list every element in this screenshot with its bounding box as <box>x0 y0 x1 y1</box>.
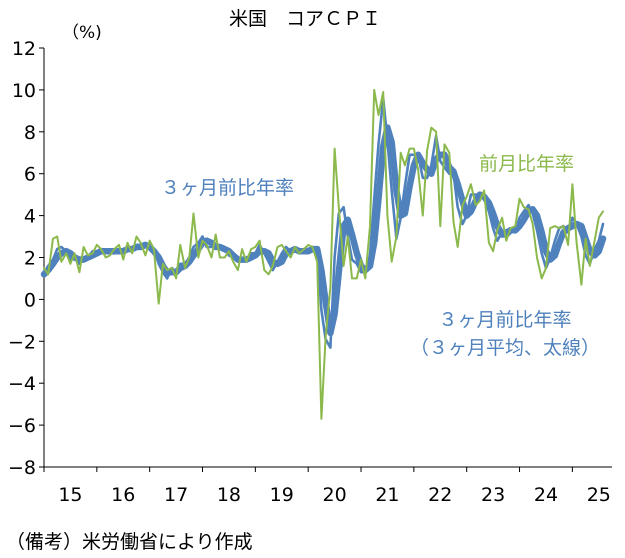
y-tick-label: −4 <box>8 373 36 395</box>
x-tick-label: 20 <box>323 484 347 506</box>
y-tick-label: 4 <box>24 206 36 228</box>
chart-title: 米国 コアＣＰＩ <box>229 8 381 30</box>
y-tick-label: −6 <box>8 415 36 437</box>
x-tick-label: 15 <box>58 484 82 506</box>
source-note: （備考）米労働省により作成 <box>6 531 253 553</box>
series-layer <box>40 88 607 420</box>
x-tick-label: 22 <box>428 484 452 506</box>
y-tick-label: 6 <box>24 164 36 186</box>
x-tick-label: 23 <box>481 484 505 506</box>
y-tick-label: −8 <box>8 457 36 479</box>
y-tick-label: 12 <box>12 38 36 60</box>
x-tick-label: 19 <box>270 484 294 506</box>
y-tick-label: −2 <box>8 331 36 353</box>
x-axis-ticks: 15 16 17 18 19 20 21 22 23 24 25 <box>43 467 611 506</box>
x-tick-label: 25 <box>587 484 611 506</box>
y-axis-unit: （%) <box>62 23 102 43</box>
annotation-mom: 前月比年率 <box>479 153 574 175</box>
y-tick-label: 8 <box>24 122 36 144</box>
y-tick-label: 0 <box>24 289 36 311</box>
y-axis-ticks: 12 10 8 6 4 2 0 −2 −4 −6 −8 <box>8 38 44 479</box>
x-tick-label: 24 <box>534 484 558 506</box>
x-tick-label: 18 <box>217 484 241 506</box>
y-tick-label: 10 <box>12 80 36 102</box>
x-tick-label: 17 <box>164 484 188 506</box>
y-tick-label: 2 <box>24 248 36 270</box>
x-tick-label: 21 <box>375 484 399 506</box>
annotation-three-month: ３ヶ月前比年率 <box>161 177 294 199</box>
x-tick-label: 16 <box>111 484 135 506</box>
annotation-avg-line1: ３ヶ月前比年率 <box>438 309 571 331</box>
annotation-avg-line2: （３ヶ月平均、太線） <box>410 337 600 359</box>
series-line-mom <box>43 88 604 420</box>
